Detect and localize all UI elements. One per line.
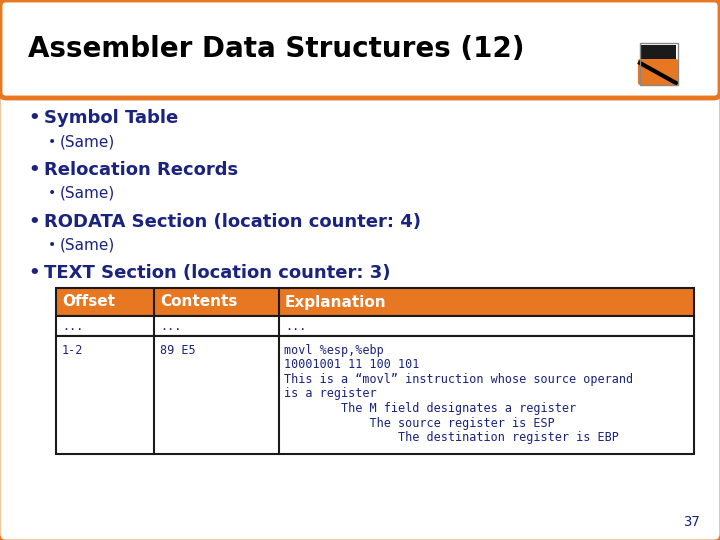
Text: The M field designates a register: The M field designates a register bbox=[284, 402, 576, 415]
Bar bbox=[56, 316, 694, 336]
Bar bbox=[56, 288, 694, 316]
Text: 10001001 11 100 101: 10001001 11 100 101 bbox=[284, 359, 419, 372]
Text: •: • bbox=[28, 161, 40, 179]
Text: Assembler Data Structures (12): Assembler Data Structures (12) bbox=[28, 35, 524, 63]
Text: •: • bbox=[28, 213, 40, 231]
Bar bbox=[56, 336, 694, 454]
Text: TEXT Section (location counter: 3): TEXT Section (location counter: 3) bbox=[44, 264, 390, 282]
Text: 1-2: 1-2 bbox=[62, 344, 84, 357]
Text: is a register: is a register bbox=[284, 388, 377, 401]
Text: The destination register is EBP: The destination register is EBP bbox=[284, 431, 619, 444]
Text: movl %esp,%ebp: movl %esp,%ebp bbox=[284, 344, 384, 357]
Bar bbox=[640, 45, 676, 63]
Text: ...: ... bbox=[285, 320, 307, 333]
Text: •: • bbox=[28, 109, 40, 127]
Text: 37: 37 bbox=[683, 515, 700, 529]
Text: ...: ... bbox=[160, 320, 181, 333]
Text: •: • bbox=[48, 186, 56, 200]
FancyBboxPatch shape bbox=[638, 59, 678, 85]
Text: The source register is ESP: The source register is ESP bbox=[284, 416, 554, 429]
Text: RODATA Section (location counter: 4): RODATA Section (location counter: 4) bbox=[44, 213, 421, 231]
Text: Symbol Table: Symbol Table bbox=[44, 109, 179, 127]
Text: (Same): (Same) bbox=[60, 134, 115, 150]
Text: ...: ... bbox=[62, 320, 84, 333]
Text: •: • bbox=[28, 264, 40, 282]
Text: •: • bbox=[48, 135, 56, 149]
Text: (Same): (Same) bbox=[60, 238, 115, 253]
FancyBboxPatch shape bbox=[0, 0, 720, 98]
Text: Offset: Offset bbox=[62, 294, 115, 309]
Text: (Same): (Same) bbox=[60, 186, 115, 200]
Text: This is a “movl” instruction whose source operand: This is a “movl” instruction whose sourc… bbox=[284, 373, 633, 386]
Text: •: • bbox=[48, 238, 56, 252]
Bar bbox=[640, 43, 678, 85]
Text: Explanation: Explanation bbox=[285, 294, 387, 309]
Text: Contents: Contents bbox=[160, 294, 238, 309]
Text: Relocation Records: Relocation Records bbox=[44, 161, 238, 179]
Text: 89 E5: 89 E5 bbox=[160, 344, 196, 357]
